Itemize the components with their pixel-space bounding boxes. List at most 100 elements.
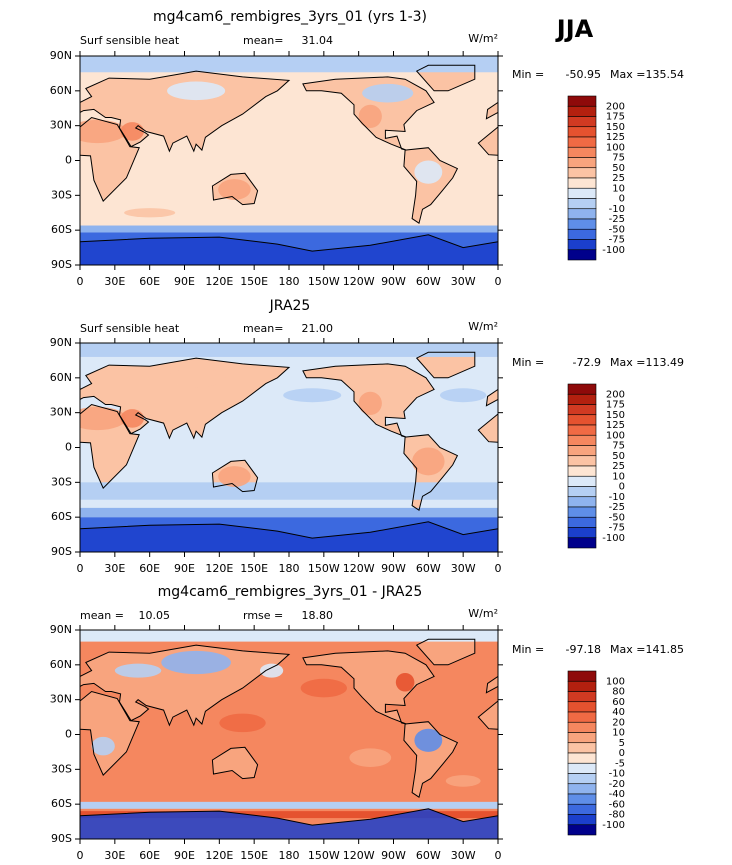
lat-label: 0 — [65, 728, 72, 741]
lon-label: 0 — [495, 849, 502, 862]
colorbar-label: 80 — [612, 687, 625, 698]
colorbar-box — [567, 136, 597, 148]
colorbar-label: -25 — [609, 502, 625, 513]
map-panel: JRA25 Surf sensible heat mean= 21.00 W/m² Min… — [50, 298, 685, 575]
colorbar-label: 10 — [612, 183, 625, 194]
lon-label: 0 — [77, 849, 84, 862]
colorbar-label: 40 — [612, 707, 625, 718]
lon-label: 120W — [343, 849, 375, 862]
lon-label: 0 — [495, 275, 502, 288]
field-blob — [80, 119, 127, 144]
colorbar-label: -10 — [609, 492, 625, 503]
coastline — [630, 747, 675, 778]
coastline — [80, 116, 140, 202]
colorbar-label: -10 — [609, 769, 625, 780]
land-field — [630, 173, 675, 204]
field-blob — [439, 388, 487, 403]
coastline — [415, 638, 476, 666]
map-panel: mg4cam6_rembigres_3yrs_01 (yrs 1-3) Surf … — [50, 9, 732, 288]
lat-label: 30S — [51, 475, 72, 488]
lat-label: 0 — [65, 441, 72, 454]
field-blob — [358, 391, 382, 415]
field-band — [80, 343, 498, 357]
lon-label: 120E — [205, 275, 233, 288]
colorbar-label: 10 — [612, 728, 625, 739]
land-field — [486, 676, 498, 693]
max-value: 113.49 — [646, 356, 685, 369]
lon-label: 90E — [174, 849, 195, 862]
field-blob — [218, 466, 251, 487]
colorbar-label: 0 — [619, 748, 625, 759]
lon-label: 0 — [495, 562, 502, 575]
land-field — [630, 747, 675, 778]
land-field — [80, 691, 140, 776]
lat-label: 60S — [51, 797, 72, 810]
colorbar-label: 20 — [612, 717, 625, 728]
field-blob — [124, 208, 176, 218]
field-blob — [283, 388, 342, 403]
field-blob — [114, 663, 162, 678]
lat-label: 90N — [50, 336, 72, 349]
coastline — [415, 351, 476, 379]
stat-label: mean = — [80, 609, 124, 622]
lon-label: 30E — [104, 275, 125, 288]
lon-label: 180 — [279, 562, 300, 575]
colorbar-box — [567, 711, 597, 723]
map-field — [80, 343, 675, 552]
colorbar-label: -25 — [609, 214, 625, 225]
stat-label: rmse = — [243, 609, 283, 622]
colorbar-label: 50 — [612, 163, 625, 174]
land-field — [212, 747, 258, 779]
lat-label: 90S — [51, 832, 72, 845]
colorbar-label: 50 — [612, 451, 625, 462]
colorbar-box — [567, 762, 597, 774]
colorbar-box — [567, 434, 597, 446]
coastline — [403, 147, 459, 225]
coastline — [211, 459, 259, 493]
coastline — [80, 234, 498, 252]
land-field — [721, 651, 732, 724]
lon-label: 30W — [451, 275, 476, 288]
field-band — [80, 507, 498, 518]
min-label: Min = — [512, 68, 544, 81]
colorbar-box — [567, 383, 597, 395]
colorbar-label: 0 — [619, 194, 625, 205]
stat-value: 21.00 — [302, 322, 334, 335]
units-label: W/m² — [468, 32, 498, 45]
min-label: Min = — [512, 643, 544, 656]
colorbar-box — [567, 239, 597, 251]
stat-label: mean= — [243, 34, 283, 47]
lon-label: 60E — [139, 275, 160, 288]
colorbar-label: 100 — [606, 676, 625, 687]
colorbar-label: 150 — [606, 122, 625, 133]
panel-title: mg4cam6_rembigres_3yrs_01 - JRA25 — [158, 584, 423, 600]
lon-label: 60W — [416, 849, 441, 862]
coastline — [485, 101, 498, 120]
colorbar-label: 0 — [619, 482, 625, 493]
lat-label: 30N — [50, 406, 72, 419]
colorbar-box — [567, 670, 597, 682]
colorbar-label: -80 — [609, 810, 625, 821]
field-blob — [362, 83, 414, 103]
colorbar-box — [567, 803, 597, 815]
field-blob — [218, 179, 251, 200]
coastline — [721, 77, 732, 150]
units-label: W/m² — [468, 320, 498, 333]
land-field — [630, 460, 675, 491]
lon-label: 0 — [77, 275, 84, 288]
lon-label: 0 — [77, 562, 84, 575]
colorbar-box — [567, 126, 597, 138]
lat-label: 60N — [50, 658, 72, 671]
colorbar-box — [567, 445, 597, 457]
colorbar-box — [567, 404, 597, 416]
lon-label: 150W — [308, 849, 340, 862]
colorbar-box — [567, 414, 597, 426]
lon-label: 150W — [308, 562, 340, 575]
max-value: 141.85 — [646, 643, 685, 656]
coastline — [485, 675, 498, 694]
colorbar-label: 25 — [612, 461, 625, 472]
colorbar-label: 75 — [612, 441, 625, 452]
coastline — [80, 357, 291, 440]
lon-label: 180 — [279, 275, 300, 288]
